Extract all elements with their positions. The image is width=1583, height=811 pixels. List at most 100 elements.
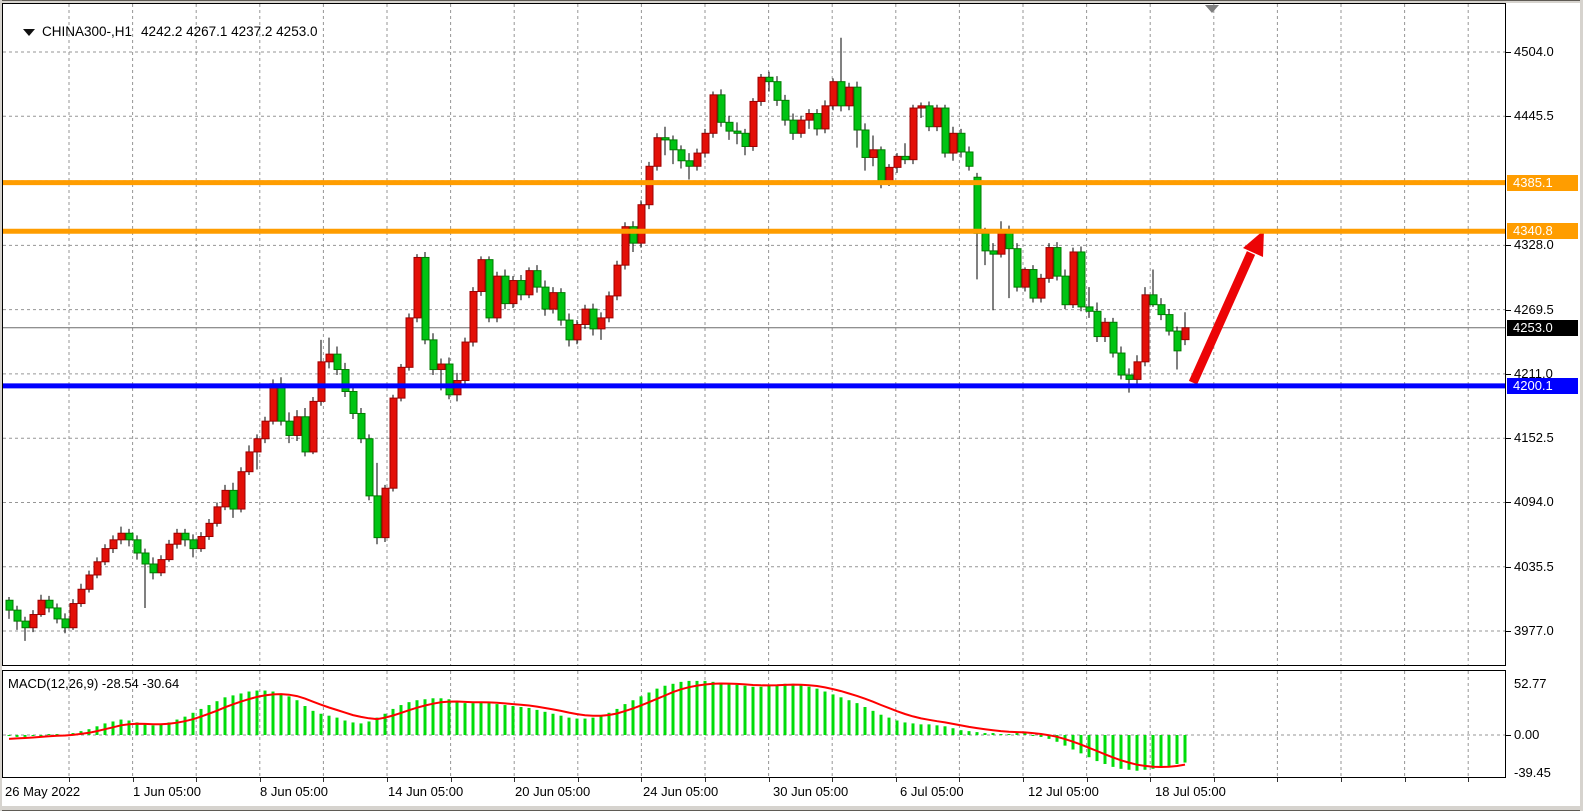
macd-histogram-bar — [239, 693, 243, 735]
candle-body — [1021, 269, 1030, 288]
candle-body — [621, 226, 630, 266]
price-axis-tick — [1506, 438, 1511, 439]
candle-body — [1181, 327, 1190, 341]
candle-body — [605, 295, 614, 319]
macd-histogram-bar — [319, 713, 323, 735]
time-axis-label: 30 Jun 05:00 — [773, 784, 849, 799]
candle-body — [437, 363, 446, 371]
macd-histogram-bar — [687, 680, 691, 735]
time-axis-label: 1 Jun 05:00 — [133, 784, 201, 799]
macd-histogram-bar — [183, 716, 187, 735]
candle-body — [701, 132, 710, 154]
trend-arrow-shaft — [1188, 251, 1256, 385]
macd-histogram-bar — [1135, 735, 1139, 771]
macd-histogram-bar — [1183, 735, 1187, 763]
macd-histogram-bar — [31, 735, 35, 736]
candle-body — [1101, 321, 1110, 338]
macd-histogram-bar — [271, 691, 275, 735]
candle-body — [645, 165, 654, 206]
macd-histogram-bar — [775, 684, 779, 735]
candle-body — [565, 319, 574, 341]
macd-histogram-bar — [255, 690, 259, 735]
macd-histogram-bar — [279, 693, 283, 735]
candle-body — [1093, 310, 1102, 338]
candle-body — [661, 137, 670, 141]
price-axis-label: 3977.0 — [1514, 623, 1554, 638]
candle-body — [1157, 304, 1166, 316]
candle-body — [1061, 275, 1070, 306]
macd-histogram-bar — [671, 683, 675, 735]
candle-body — [461, 341, 470, 382]
candle-body — [1149, 294, 1158, 306]
candle-body — [1053, 247, 1062, 277]
candle-body — [637, 204, 646, 244]
time-axis-tick — [69, 778, 70, 782]
window-edge-top — [0, 0, 1583, 3]
macd-histogram-bar — [135, 722, 139, 735]
macd-histogram-bar — [351, 722, 355, 735]
macd-histogram-bar — [287, 696, 291, 735]
macd-histogram-bar — [1047, 735, 1051, 739]
candle-body — [725, 121, 734, 132]
candle-body — [93, 561, 102, 576]
candle-body — [285, 420, 294, 436]
scroll-position-marker-icon[interactable] — [1205, 5, 1219, 13]
candle-body — [589, 308, 598, 330]
macd-histogram-bar — [735, 684, 739, 735]
macd-histogram-bar — [951, 728, 955, 735]
macd-histogram-bar — [119, 719, 123, 735]
macd-histogram-bar — [1159, 735, 1163, 768]
macd-histogram-bar — [7, 735, 11, 736]
time-axis-tick — [832, 778, 833, 782]
macd-histogram-bar — [551, 713, 555, 735]
candle-body — [981, 232, 990, 252]
current-price-tag: 4253.0 — [1507, 320, 1578, 336]
macd-histogram-bar — [727, 683, 731, 735]
candle-body — [253, 438, 262, 453]
macd-histogram-bar — [679, 681, 683, 735]
candle-body — [933, 107, 942, 128]
candle-body — [45, 599, 54, 609]
macd-histogram-bar — [199, 708, 203, 735]
macd-histogram-bar — [479, 702, 483, 735]
candle-body — [741, 132, 750, 147]
candle-body — [1141, 294, 1150, 363]
macd-histogram-bar — [967, 731, 971, 735]
candle-body — [749, 100, 758, 147]
macd-histogram-bar — [903, 722, 907, 735]
candle-body — [309, 400, 318, 453]
candle-body — [781, 99, 790, 121]
resistance-price-tag: 4385.1 — [1507, 175, 1578, 191]
macd-histogram-bar — [471, 703, 475, 735]
macd-histogram-bar — [47, 734, 51, 736]
macd-histogram-bar — [1175, 735, 1179, 764]
time-axis-tick — [323, 778, 324, 782]
macd-histogram-bar — [647, 692, 651, 735]
price-axis-tick — [1506, 310, 1511, 311]
time-axis-tick — [1405, 778, 1406, 782]
macd-histogram-bar — [1023, 733, 1027, 735]
macd-histogram-bar — [639, 696, 643, 735]
candle-body — [277, 383, 286, 422]
price-axis-label: 4504.0 — [1514, 44, 1554, 59]
candle-body — [765, 76, 774, 83]
candle-body — [853, 86, 862, 131]
candle-body — [429, 339, 438, 371]
macd-histogram-bar — [127, 720, 131, 735]
macd-pane-frame — [2, 670, 1506, 778]
macd-histogram-bar — [495, 704, 499, 735]
time-axis-tick — [196, 778, 197, 782]
price-axis-tick — [1506, 631, 1511, 632]
macd-histogram-bar — [263, 690, 267, 735]
symbol-dropdown-triangle-icon[interactable] — [23, 29, 36, 36]
candle-body — [613, 264, 622, 297]
candle-body — [1133, 361, 1142, 380]
macd-histogram-bar — [575, 718, 579, 735]
candle-body — [189, 539, 198, 550]
candle-body — [509, 280, 518, 305]
candle-body — [837, 81, 846, 107]
candle-body — [517, 280, 526, 296]
